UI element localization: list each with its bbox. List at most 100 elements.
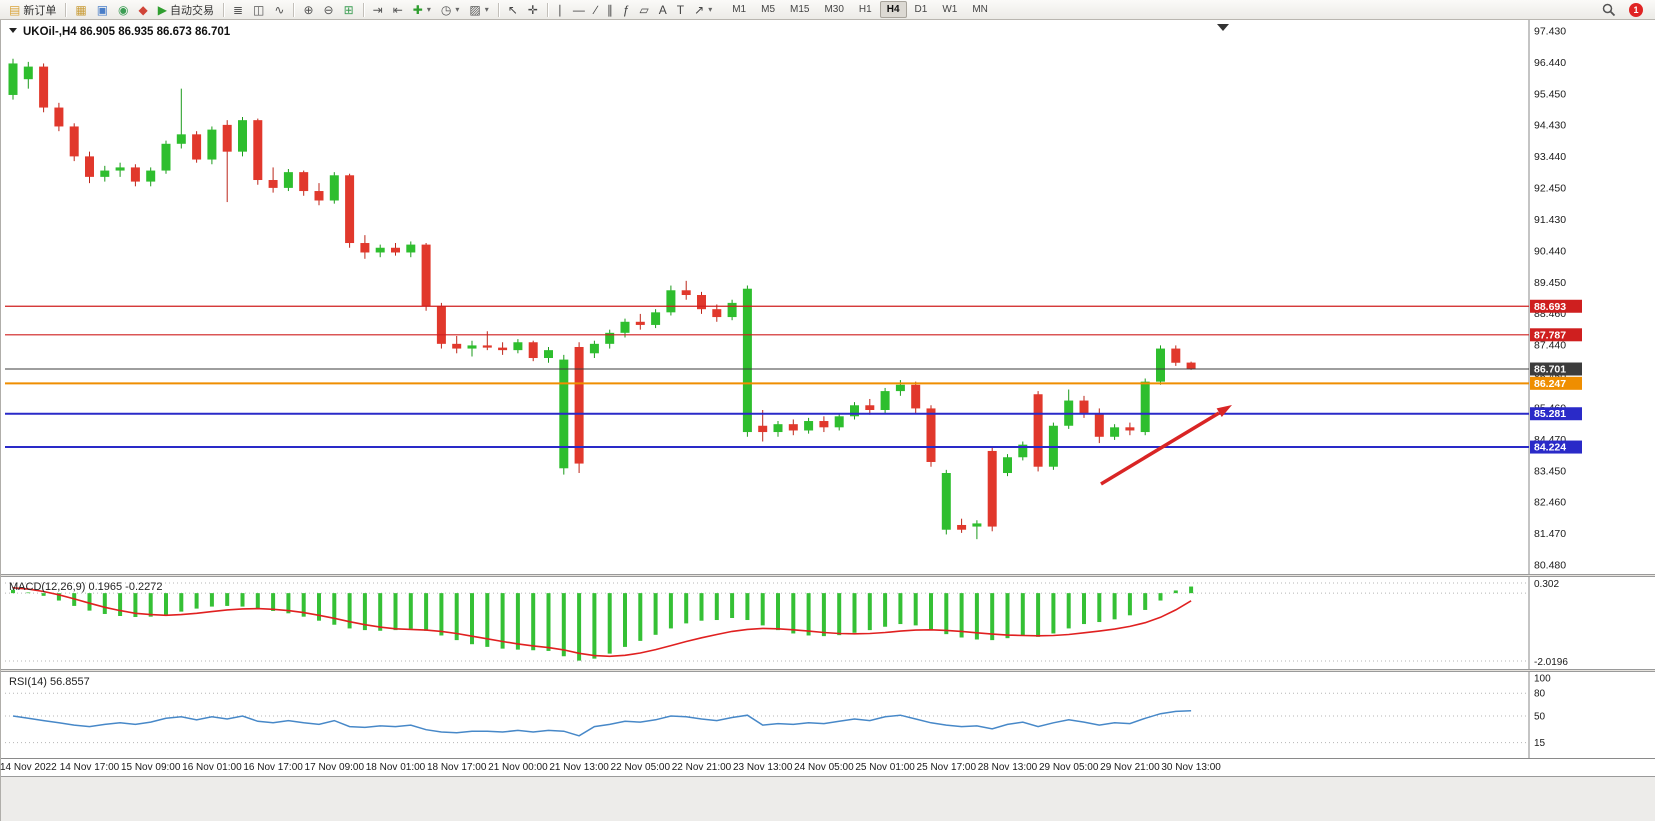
- macd-plot-area[interactable]: [1, 577, 1655, 669]
- search-button[interactable]: [1597, 1, 1621, 18]
- price-label: 85.281: [1534, 408, 1566, 420]
- candle-body: [406, 244, 416, 253]
- auto-trading-button[interactable]: ▶ 自动交易: [153, 1, 219, 18]
- text-label-button[interactable]: T: [672, 1, 689, 18]
- macd-label: MACD(12,26,9) 0.1965 -0.2272: [9, 581, 162, 593]
- panel-separator[interactable]: [1, 574, 1655, 577]
- bar-chart-button[interactable]: ≣: [228, 1, 248, 18]
- dropdown-caret-icon: ▾: [708, 5, 713, 14]
- price-label-box: [1530, 407, 1582, 421]
- trend-arrow[interactable]: [1100, 405, 1232, 486]
- timeframe-mn[interactable]: MN: [965, 1, 995, 18]
- tile-windows-button[interactable]: ⊞: [339, 1, 359, 18]
- price-tick-label: 96.440: [1534, 57, 1566, 69]
- chart-menu-icon[interactable]: [9, 28, 17, 33]
- candle-body: [544, 350, 553, 359]
- panel-separator[interactable]: [1, 669, 1655, 672]
- crosshair-button[interactable]: ✛: [523, 1, 543, 18]
- timeframe-w1[interactable]: W1: [935, 1, 964, 18]
- bar-chart-icon: ≣: [232, 2, 244, 17]
- time-label: 28 Nov 13:00: [977, 762, 1038, 773]
- candle-body: [498, 347, 508, 351]
- candle-body: [911, 384, 921, 409]
- candle-body: [54, 107, 64, 127]
- auto-scroll-button[interactable]: ⇥: [368, 1, 388, 18]
- price-tick-label: 80.480: [1534, 560, 1566, 572]
- new-order-button[interactable]: ▤ 新订单: [4, 1, 61, 18]
- template-menu-button[interactable]: ▨ ▾: [464, 1, 493, 18]
- chart-shift-icon: ⇤: [392, 2, 403, 17]
- charts-window-icon: ▦: [75, 2, 87, 17]
- horizontal-line-button[interactable]: —: [568, 1, 590, 18]
- new-order-icon: ▤: [9, 2, 21, 17]
- data-window-icon: ◉: [118, 2, 129, 17]
- dropdown-caret-icon: ▾: [426, 5, 431, 14]
- new-order-button-label: 新订单: [23, 4, 57, 17]
- price-label: 84.224: [1534, 442, 1566, 454]
- chart-shift-button[interactable]: ⇤: [388, 1, 408, 18]
- rsi-level-label: 50: [1534, 712, 1546, 723]
- timeframe-m30[interactable]: M30: [817, 1, 850, 18]
- trendline-button[interactable]: ∕: [590, 1, 602, 18]
- candle-body: [666, 290, 676, 313]
- price-tick-label: 94.430: [1534, 120, 1566, 132]
- market-watch-button[interactable]: ▣: [92, 1, 113, 18]
- timeframe-h4[interactable]: H4: [879, 1, 907, 18]
- zoom-in-button[interactable]: ⊕: [298, 1, 318, 18]
- shift-marker-icon[interactable]: [1217, 24, 1229, 31]
- candle-body: [681, 290, 691, 296]
- toolbar-separator: [546, 2, 548, 17]
- timeframe-d1[interactable]: D1: [908, 1, 935, 18]
- chart-plot-area[interactable]: [1, 20, 1655, 574]
- candle-body: [941, 473, 951, 530]
- price-tick-label: 95.450: [1534, 88, 1566, 100]
- candle-body: [69, 126, 79, 157]
- candle-body: [360, 243, 370, 253]
- timeframe-m15[interactable]: M15: [783, 1, 816, 18]
- charts-window-button[interactable]: ▦: [70, 1, 91, 18]
- time-label: 29 Nov 05:00: [1038, 762, 1099, 773]
- candle-body: [1125, 427, 1135, 431]
- time-label: 18 Nov 01:00: [365, 762, 426, 773]
- bottom-strip: [1, 776, 1655, 821]
- candle-body: [421, 244, 431, 307]
- line-chart-button[interactable]: ∿: [269, 1, 289, 18]
- rsi-level-label: 100: [1534, 674, 1551, 685]
- add-indicator-button[interactable]: ✚ ▾: [408, 1, 436, 18]
- candle-body: [452, 343, 462, 349]
- cursor-button[interactable]: ↖: [503, 1, 523, 18]
- candle-body: [987, 450, 997, 527]
- fibonacci-button[interactable]: ƒ: [618, 1, 635, 18]
- timeframe-m5[interactable]: M5: [754, 1, 782, 18]
- shapes-button[interactable]: ▱: [635, 1, 654, 18]
- add-indicator-icon: ✚: [412, 2, 423, 17]
- candlestick-chart-button[interactable]: ◫: [248, 1, 269, 18]
- vertical-line-button[interactable]: ∣: [552, 1, 568, 18]
- tile-windows-icon: ⊞: [343, 2, 354, 17]
- candle-body: [651, 312, 661, 325]
- navigator-button[interactable]: ◆: [134, 1, 153, 18]
- candle-body: [375, 247, 385, 253]
- time-label: 25 Nov 01:00: [855, 762, 915, 773]
- candle-body: [1018, 444, 1028, 458]
- time-label: 16 Nov 01:00: [182, 762, 242, 773]
- main-chart-panel: 97.430 96.440 95.450 94.430 93.440 92.450 91.4…: [1, 20, 1655, 574]
- notification-badge[interactable]: 1: [1629, 2, 1643, 17]
- text-label-icon: T: [676, 2, 685, 17]
- period-menu-button[interactable]: ◷ ▾: [436, 1, 465, 18]
- timeframe-h1[interactable]: H1: [852, 1, 879, 18]
- data-window-button[interactable]: ◉: [113, 1, 133, 18]
- price-label-box: [1530, 440, 1582, 454]
- toolbar: ▤ 新订单 ▦ ▣ ◉ ◆ ▶ 自动交易 ≣ ◫ ∿ ⊕ ⊖ ⊞ ⇥ ⇤ ✚ ▾ ◷ ▾ ▨ ▾ ↖ ✛ ∣ — ∕ ∥ ƒ ▱ A T ↗ ▾ …: [0, 0, 1655, 20]
- rsi-plot-area[interactable]: [1, 672, 1655, 758]
- candle-body: [467, 345, 477, 349]
- channel-button[interactable]: ∥: [602, 1, 618, 18]
- candle-body: [742, 288, 752, 433]
- auto-trading-button-label: 自动交易: [169, 4, 214, 17]
- price-axis: 97.430 96.440 95.450 94.430 93.440 92.450 91.4…: [1534, 26, 1566, 572]
- zoom-out-button[interactable]: ⊖: [319, 1, 339, 18]
- macd-signal-line: [12, 587, 1192, 658]
- arrows-button[interactable]: ↗ ▾: [689, 1, 717, 18]
- timeframe-m1[interactable]: M1: [725, 1, 753, 18]
- text-button[interactable]: A: [654, 1, 672, 18]
